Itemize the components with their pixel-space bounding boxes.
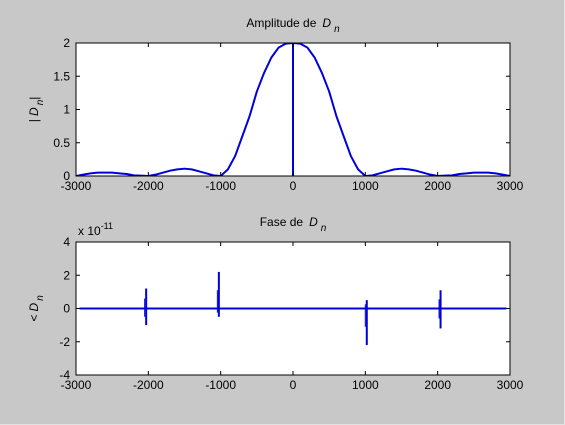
y-tick-label: 1 <box>63 103 70 117</box>
x-tick-label: 2000 <box>424 378 451 392</box>
title-text: Amplitude de <box>246 16 316 30</box>
scale-base: x 10 <box>78 224 101 238</box>
x-tick-label: -2000 <box>133 179 164 193</box>
x-tick-label: 2000 <box>424 179 451 193</box>
y-tick-label: -2 <box>59 335 70 349</box>
ylabel-subscript: n <box>35 295 46 301</box>
x-tick-label: 1000 <box>352 179 379 193</box>
x-tick-label: 3000 <box>497 179 524 193</box>
y-axis-label: < Dn <box>27 295 46 322</box>
y-scale-multiplier: x 10-11 <box>78 221 113 238</box>
x-tick-label: 3000 <box>497 378 524 392</box>
y-tick-label: 2 <box>63 36 70 50</box>
y-tick-label: 2 <box>63 268 70 282</box>
x-tick-label: -2000 <box>133 378 164 392</box>
title-symbol: D <box>309 215 318 229</box>
axes-1: -3000 -2000 -1000 0 1000 2000 300000.511.52Amp… <box>27 16 524 193</box>
x-tick-label: 0 <box>290 179 297 193</box>
x-tick-label: 1000 <box>352 378 379 392</box>
y-tick-label: 1.5 <box>53 69 70 83</box>
x-tick-label: -1000 <box>205 378 236 392</box>
y-tick-label: 0.5 <box>53 136 70 150</box>
x-tick-label: -1000 <box>205 179 236 193</box>
y-tick-label: 0 <box>63 169 70 183</box>
x-tick-label: 0 <box>290 378 297 392</box>
title-text: Fase de <box>260 215 304 229</box>
ylabel-text: < D <box>27 302 41 321</box>
y-tick-label: 4 <box>63 235 70 249</box>
scale-exponent: -11 <box>101 221 113 231</box>
title-symbol: D <box>322 16 331 30</box>
axes-2: -3000 -2000 -1000 0 1000 2000 3000-4-2024Fase … <box>27 215 524 392</box>
title-subscript: n <box>321 223 327 234</box>
y-tick-label: 0 <box>63 302 70 316</box>
ylabel-end: | <box>27 97 41 100</box>
title-subscript: n <box>334 24 340 35</box>
ylabel-text: | D <box>27 107 41 122</box>
y-tick-label: -4 <box>59 368 70 382</box>
y-axis-label: | Dn| <box>27 97 46 123</box>
